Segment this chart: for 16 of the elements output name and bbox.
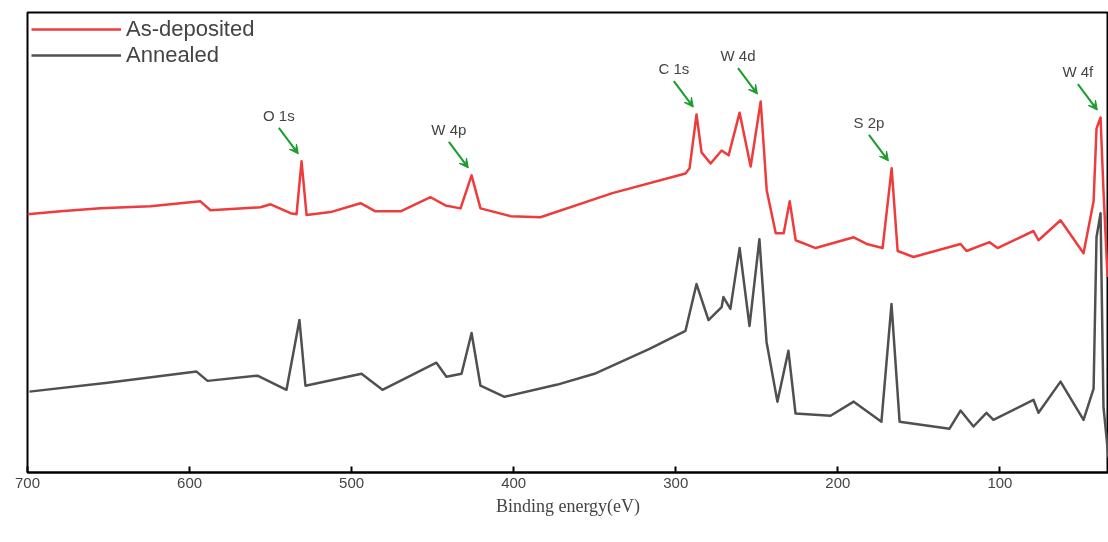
x-tick-label: 400 — [501, 473, 527, 491]
annotation: W 4d — [720, 47, 756, 65]
x-tick-label: 600 — [177, 473, 203, 491]
annotation: W 4p — [431, 121, 467, 139]
x-axis-title: Binding energy(eV) — [495, 495, 641, 517]
x-tick-label: 500 — [339, 473, 365, 491]
x-tick-label: 300 — [663, 473, 689, 491]
legend-label: Annealed — [126, 42, 219, 68]
annotation: W 4f — [1062, 63, 1095, 81]
x-tick-label: 200 — [825, 473, 851, 491]
x-tick-label: 100 — [987, 473, 1013, 491]
legend-label: As-deposited — [126, 16, 255, 42]
annotation: C 1s — [658, 60, 690, 78]
annotation: S 2p — [853, 114, 885, 132]
annotation: O 1s — [263, 107, 295, 125]
x-tick-label: 700 — [14, 473, 41, 491]
